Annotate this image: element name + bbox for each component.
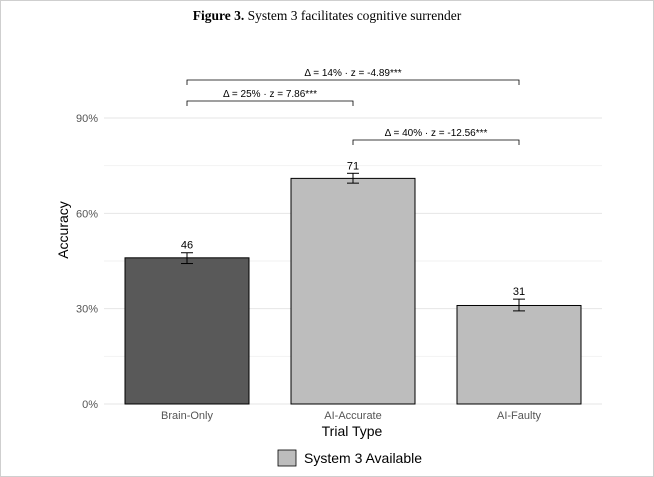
- comparison-brackets: Δ = 14% · z = -4.89*** Δ = 25% · z = 7.86…: [186, 68, 520, 145]
- value-labels: 46 71 31: [181, 160, 525, 298]
- legend: System 3 Available: [277, 449, 422, 467]
- bar-brain-only: [124, 257, 250, 405]
- figure-title: Figure 3. System 3 facilitates cognitive…: [0, 8, 654, 24]
- legend-swatch: [277, 449, 297, 467]
- value-label: 46: [181, 240, 193, 252]
- bar-ai-accurate: [290, 177, 416, 405]
- value-label: 71: [347, 160, 359, 172]
- figure-label: Figure 3.: [192, 8, 245, 23]
- comparison-bracket: [352, 139, 520, 145]
- error-bars: [181, 172, 525, 312]
- figure-caption: System 3 facilitates cognitive surrender: [247, 8, 462, 23]
- x-tick-labels: Brain-Only AI-Accurate AI-Faulty: [161, 410, 541, 422]
- y-tick-label: 90%: [76, 113, 98, 125]
- x-tick-label: AI-Accurate: [324, 410, 381, 422]
- y-tick-labels: 0% 30% 60% 90%: [76, 113, 98, 411]
- comparison-label: Δ = 14% · z = -4.89***: [304, 68, 401, 79]
- x-axis-title: Trial Type: [322, 423, 383, 439]
- y-tick-label: 0%: [82, 399, 98, 411]
- comparison-bracket: [186, 100, 354, 106]
- value-label: 31: [513, 286, 525, 298]
- comparison-label: Δ = 25% · z = 7.86***: [223, 89, 317, 100]
- x-tick-label: AI-Faulty: [497, 410, 542, 422]
- bar-ai-faulty: [456, 304, 582, 405]
- x-tick-label: Brain-Only: [161, 410, 213, 422]
- comparison-bracket: [186, 79, 520, 85]
- y-axis-title: Accuracy: [55, 201, 71, 259]
- comparison-label: Δ = 40% · z = -12.56***: [385, 128, 488, 139]
- y-tick-label: 60%: [76, 208, 98, 220]
- y-tick-label: 30%: [76, 304, 98, 316]
- legend-label: System 3 Available: [304, 450, 422, 466]
